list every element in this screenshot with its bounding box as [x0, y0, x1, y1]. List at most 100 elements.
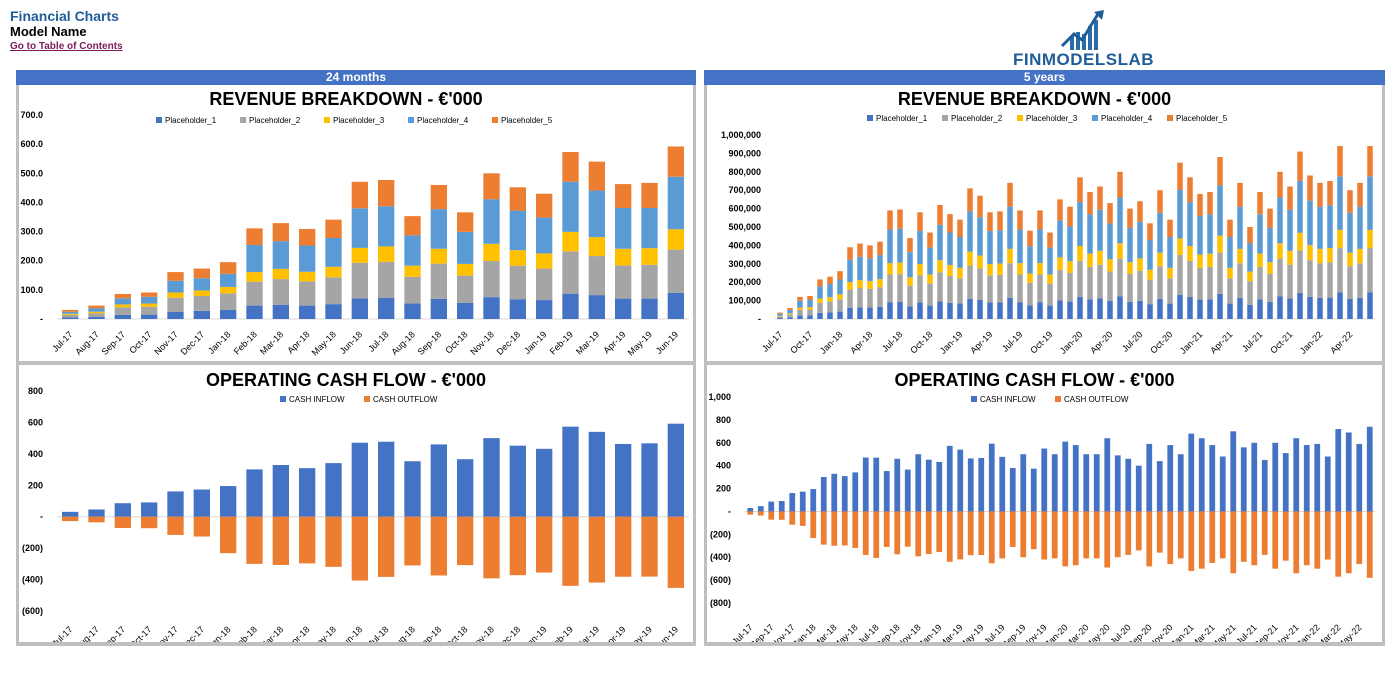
bar-cash-outflow [862, 511, 869, 555]
bar-cash-inflow [1198, 438, 1205, 512]
bar-placeholder-1 [141, 314, 158, 319]
bar-placeholder-2 [220, 293, 237, 310]
bar-cash-inflow [768, 501, 775, 512]
bar-cash-inflow [862, 457, 869, 512]
bar-placeholder-2 [857, 288, 863, 308]
y-tick-label: 800 [716, 415, 731, 425]
bar-placeholder-1 [887, 302, 893, 319]
bar-placeholder-5 [404, 216, 421, 236]
x-tick-label: Apr-20 [1088, 329, 1114, 355]
bar-cash-inflow [351, 442, 368, 517]
bar-placeholder-4 [797, 300, 803, 308]
bar-placeholder-1 [457, 302, 474, 319]
bar-cash-inflow [852, 472, 859, 512]
bar-placeholder-5 [457, 212, 474, 232]
x-tick-label: May-18 [310, 329, 338, 357]
bar-placeholder-4 [827, 284, 833, 298]
bar-placeholder-1 [562, 293, 579, 319]
bar-placeholder-3 [797, 307, 803, 310]
bar-placeholder-2 [88, 313, 105, 317]
bar-cash-outflow [483, 516, 500, 579]
bar-placeholder-5 [887, 210, 893, 230]
bar-placeholder-3 [299, 271, 316, 282]
x-tick-label: Jan-19 [938, 329, 965, 356]
bar-cash-inflow [193, 489, 210, 517]
bar-placeholder-5 [88, 305, 105, 309]
bar-cash-outflow [915, 511, 922, 557]
bar-placeholder-3 [1167, 267, 1173, 279]
bar-placeholder-3 [1147, 269, 1153, 280]
bar-cash-outflow [1240, 511, 1247, 562]
x-tick-label: Sep-18 [416, 624, 444, 642]
bar-placeholder-4 [1267, 227, 1273, 263]
y-tick-label: 400,000 [728, 240, 761, 250]
bar-placeholder-5 [1097, 186, 1103, 210]
bar-placeholder-3 [1057, 257, 1063, 270]
bar-placeholder-3 [509, 250, 526, 266]
bar-placeholder-2 [641, 264, 658, 299]
bar-placeholder-3 [272, 268, 289, 280]
y-tick-label: 400 [28, 449, 43, 459]
bar-placeholder-5 [1147, 223, 1153, 241]
bar-cash-outflow [925, 511, 932, 555]
y-tick-label: 300,000 [728, 259, 761, 269]
bar-placeholder-2 [1227, 278, 1233, 304]
bar-cash-outflow [1083, 511, 1090, 559]
bar-cash-outflow [1125, 511, 1132, 555]
bar-placeholder-5 [947, 214, 953, 233]
bar-cash-inflow [1062, 441, 1069, 512]
chart-title: OPERATING CASH FLOW - €'000 [895, 370, 1175, 390]
bar-cash-inflow [272, 465, 289, 517]
bar-cash-inflow [936, 462, 943, 512]
bar-placeholder-4 [1367, 176, 1373, 230]
bar-placeholder-4 [1257, 214, 1263, 254]
bar-placeholder-5 [641, 182, 658, 208]
bar-cash-inflow [457, 459, 474, 517]
bar-cash-inflow [757, 506, 764, 512]
bar-placeholder-4 [1107, 223, 1113, 260]
bar-cash-inflow [1041, 448, 1048, 512]
x-tick-label: Aug-18 [389, 329, 417, 357]
bar-placeholder-5 [1207, 192, 1213, 215]
frame-left-top [16, 85, 19, 365]
bar-placeholder-5 [977, 195, 983, 218]
bar-placeholder-5 [588, 161, 605, 191]
table-of-contents-link[interactable]: Go to Table of Contents [10, 41, 123, 52]
bar-placeholder-1 [167, 311, 184, 319]
y-tick-label: 700.0 [20, 110, 43, 120]
x-tick-label: Jul-18 [366, 329, 390, 353]
bar-placeholder-2 [1147, 279, 1153, 305]
bar-placeholder-4 [1047, 247, 1053, 275]
bar-placeholder-4 [430, 209, 447, 249]
bar-cash-outflow [852, 511, 859, 548]
bar-placeholder-5 [1237, 182, 1243, 207]
legend-swatch [1017, 115, 1023, 121]
bar-cash-inflow [588, 431, 605, 517]
bar-placeholder-2 [404, 276, 421, 304]
bar-placeholder-3 [1357, 248, 1363, 264]
bar-cash-outflow [272, 516, 289, 565]
legend-label: CASH OUTFLOW [1064, 395, 1129, 404]
bar-cash-outflow [62, 516, 79, 522]
bar-placeholder-5 [907, 238, 913, 253]
legend-swatch [240, 117, 246, 123]
bar-placeholder-5 [987, 212, 993, 231]
bar-placeholder-2 [1267, 273, 1273, 302]
bar-cash-inflow [1072, 445, 1079, 512]
y-tick-label: (400) [710, 552, 731, 562]
legend-label: CASH INFLOW [980, 395, 1036, 404]
x-tick-label: Nov-17 [152, 329, 180, 357]
bar-placeholder-4 [957, 237, 963, 268]
bar-placeholder-5 [1367, 146, 1373, 177]
y-tick-label: (600) [710, 575, 731, 585]
bar-placeholder-4 [897, 228, 903, 263]
bar-cash-inflow [1114, 455, 1121, 512]
bar-placeholder-2 [947, 275, 953, 303]
bar-placeholder-4 [246, 244, 263, 273]
bar-placeholder-1 [797, 315, 803, 319]
x-tick-label: Oct-19 [1028, 329, 1054, 355]
bar-placeholder-5 [1227, 219, 1233, 238]
bar-placeholder-1 [927, 305, 933, 319]
y-tick-label: 700,000 [728, 185, 761, 195]
bar-placeholder-3 [430, 248, 447, 264]
